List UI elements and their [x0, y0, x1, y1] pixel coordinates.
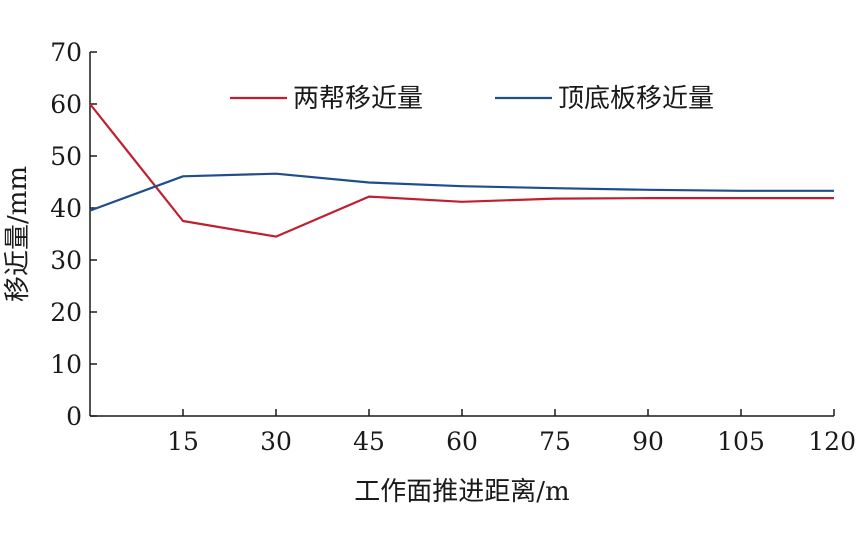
x-ticks: 15 30 45 60 75 90 105 120	[167, 409, 856, 456]
axes	[89, 52, 834, 417]
x-tick-label: 15	[167, 427, 199, 456]
x-axis-title: 工作面推进距离/m	[354, 477, 569, 507]
x-tick-label: 90	[632, 427, 664, 456]
x-tick-label: 75	[539, 427, 571, 456]
y-tick-label: 60	[50, 90, 82, 119]
legend-label-1: 两帮移近量	[293, 84, 423, 114]
y-tick-label: 50	[50, 142, 82, 171]
y-tick-label: 30	[50, 246, 82, 275]
y-tick-label: 10	[50, 350, 82, 379]
y-tick-label: 20	[50, 298, 82, 327]
y-tick-label: 70	[50, 38, 82, 67]
y-tick-label: 40	[50, 194, 82, 223]
x-tick-label: 120	[808, 427, 856, 456]
x-tick-label: 45	[353, 427, 385, 456]
y-tick-label: 0	[66, 402, 82, 431]
series-line-1	[89, 103, 834, 238]
y-axis-title: 移近量/mm	[3, 166, 33, 302]
x-tick-label: 105	[717, 427, 765, 456]
x-tick-label: 30	[260, 427, 292, 456]
series-lines	[89, 103, 834, 238]
legend-label-2: 顶底板移近量	[558, 84, 714, 114]
series-line-2	[89, 172, 834, 212]
y-ticks: 0 10 20 30 40 50 60 70	[50, 38, 97, 431]
x-tick-label: 60	[446, 427, 478, 456]
legend: 两帮移近量 顶底板移近量	[230, 84, 714, 114]
